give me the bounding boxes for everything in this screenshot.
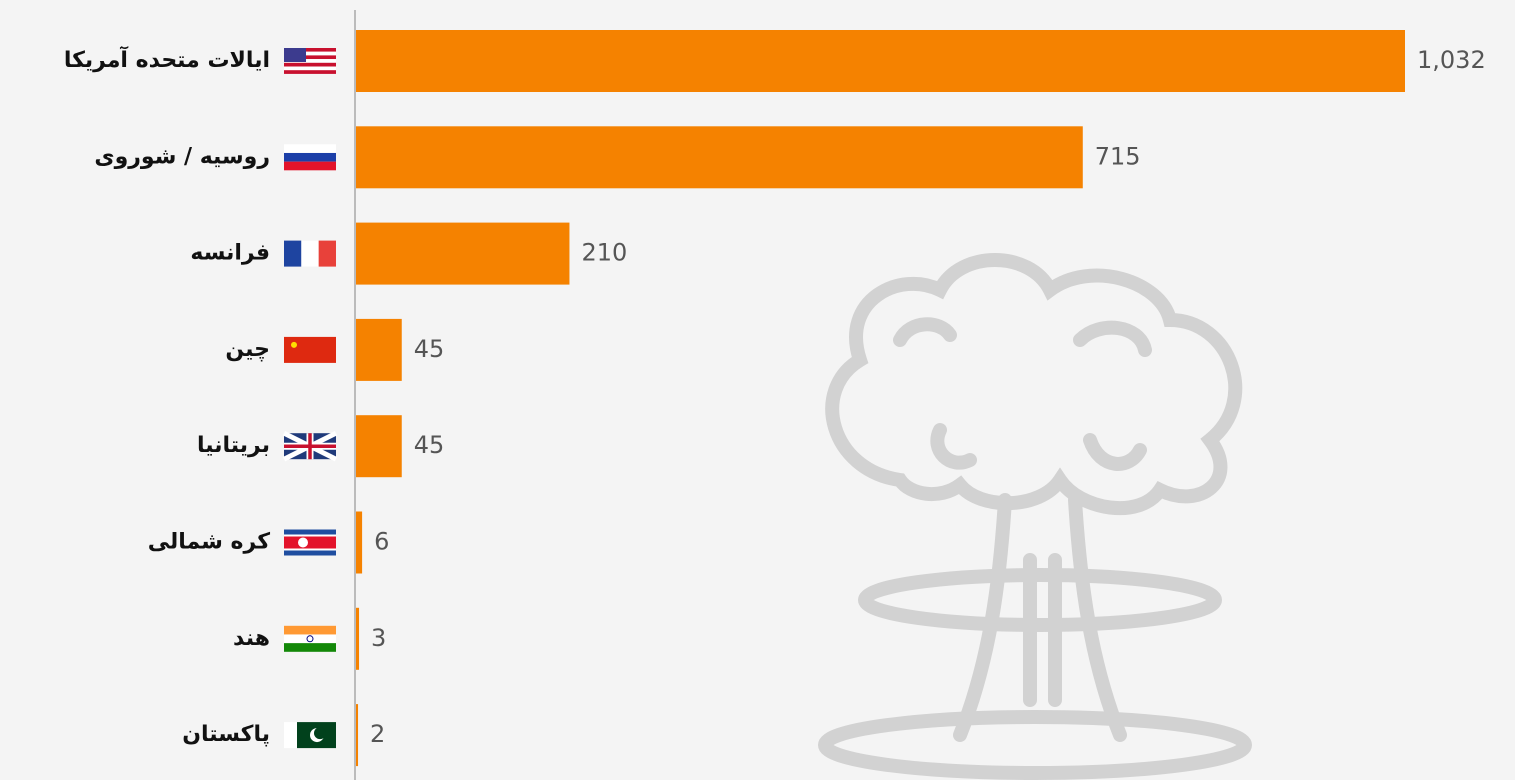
category-label: روسیه / شوروی — [94, 144, 270, 169]
bar — [356, 318, 402, 381]
flag — [284, 625, 336, 652]
flag-part — [284, 336, 336, 363]
category-label: پاکستان — [182, 722, 270, 747]
flag-part — [284, 48, 336, 52]
flag-part — [284, 55, 336, 60]
flag-part — [284, 66, 336, 71]
category-label: چین — [225, 337, 270, 362]
cloud — [825, 253, 1243, 516]
flag-part — [284, 51, 336, 56]
bar — [356, 126, 1083, 189]
flag — [284, 144, 336, 171]
value-label: 3 — [371, 624, 386, 652]
value-label: 210 — [581, 239, 627, 267]
value-label: 45 — [414, 335, 445, 363]
flag — [284, 722, 336, 749]
flag-part — [284, 433, 336, 460]
category-label: کره شمالی — [148, 530, 270, 555]
base — [818, 710, 1252, 780]
flag — [284, 240, 336, 267]
category-label: فرانسه — [190, 241, 270, 266]
flag-part — [284, 144, 336, 153]
flag — [284, 336, 336, 363]
flag-part — [284, 48, 306, 62]
cloud-detail — [893, 317, 1152, 471]
value-label: 1,032 — [1417, 46, 1486, 74]
flag-part — [284, 625, 336, 635]
flag-part — [284, 634, 336, 644]
flag-part — [284, 536, 336, 549]
ring — [858, 568, 1222, 632]
value-label: 6 — [374, 528, 389, 556]
flag-part — [284, 643, 336, 652]
value-label: 715 — [1095, 142, 1141, 170]
flag-part — [291, 341, 297, 348]
value-label: 2 — [370, 720, 385, 748]
flag — [284, 48, 336, 74]
flag — [282, 430, 338, 462]
flag — [284, 529, 336, 556]
flag-part — [301, 240, 319, 267]
flag-part — [284, 59, 336, 63]
bar — [356, 607, 360, 670]
flag-part — [306, 635, 314, 643]
flag-part — [284, 62, 336, 67]
bar — [356, 222, 570, 285]
category-label: هند — [233, 626, 270, 651]
bar — [356, 415, 402, 478]
bar — [356, 704, 359, 767]
value-label: 45 — [414, 431, 445, 459]
category-label: بریتانیا — [197, 433, 270, 458]
flag-part — [284, 240, 302, 267]
bar — [356, 30, 1405, 92]
flag-part — [318, 240, 336, 267]
flag-part — [284, 70, 336, 74]
bar — [356, 511, 363, 574]
flag-part — [284, 722, 297, 749]
flag-part — [284, 152, 336, 162]
category-label: ایالات متحده آمریکا — [64, 45, 270, 73]
mushroom-cloud-icon — [818, 253, 1252, 780]
flag-part — [284, 161, 336, 171]
flag-part — [314, 727, 326, 740]
flag-part — [298, 537, 308, 548]
